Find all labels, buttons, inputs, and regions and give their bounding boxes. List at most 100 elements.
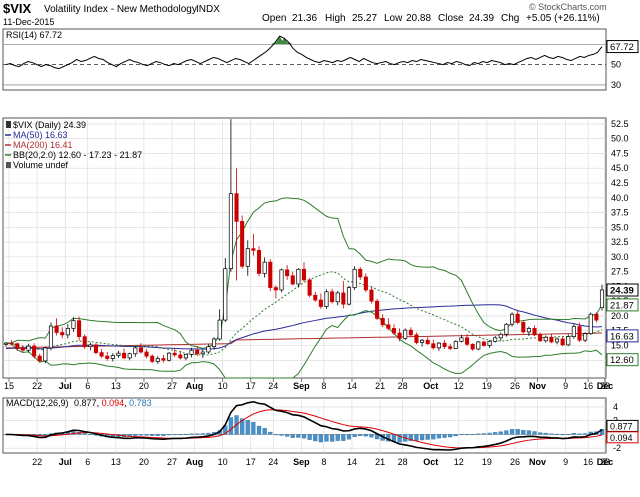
price-tick-label: 27.5 (611, 267, 629, 277)
candle (352, 266, 357, 290)
candle-body (543, 336, 548, 342)
candle-body (273, 287, 278, 291)
candle-body (155, 358, 160, 362)
macd-histogram-bar (268, 431, 273, 435)
ma50-legend: MA(50) 16.63 (13, 130, 68, 140)
x-tick-label: 27 (167, 381, 177, 391)
candle (543, 335, 548, 343)
price-legend: $VIX (Daily) 24.39 MA(50) 16.63 MA(200) … (5, 120, 142, 170)
candle-body (363, 276, 368, 291)
macd-histogram-bar (554, 433, 560, 435)
candle-body (290, 275, 295, 285)
candle (82, 334, 87, 350)
macd-histogram-bar (161, 434, 166, 436)
candle (341, 281, 346, 309)
macd-histogram-bar (577, 433, 582, 435)
macd-histogram-bar (189, 433, 194, 435)
x-tick-label: 22 (32, 381, 42, 391)
macd-x-tick-label: 17 (246, 457, 256, 467)
candle-body (167, 352, 172, 361)
candle-body (583, 333, 588, 341)
candle-body (560, 338, 565, 346)
price-marker: 21.87 (606, 298, 639, 312)
bb-legend: BB(20,2.0) 12.60 - 17.23 - 21.87 (13, 150, 142, 160)
macd-x-tick-label: 22 (32, 457, 42, 467)
macd-histogram-bar (273, 434, 279, 436)
candle (307, 278, 312, 298)
candle (54, 318, 59, 336)
macd-histogram-bar (82, 433, 87, 435)
macd-histogram-bar (296, 434, 301, 438)
candle-body (200, 351, 205, 355)
candle (560, 336, 565, 347)
macd-histogram-bar (150, 434, 155, 436)
x-tick-label: 9 (563, 381, 568, 391)
price-tick-label: 50.0 (611, 134, 629, 144)
candle (425, 337, 430, 345)
candle (178, 350, 183, 360)
macd-histogram-bar (318, 434, 323, 443)
candle (465, 334, 470, 347)
candle-body (122, 352, 127, 359)
macd-legend-histogram: 0.783 (129, 398, 152, 408)
macd-histogram-bar (583, 433, 588, 435)
x-tick-label: 24 (268, 381, 278, 391)
macd-marker-box (606, 431, 639, 444)
macd-histogram-bar (301, 434, 307, 439)
candle-body (369, 289, 374, 302)
candle-body (599, 289, 605, 309)
macd-histogram-bar (526, 430, 532, 435)
x-tick-label: 26 (510, 381, 520, 391)
candle-body (380, 317, 385, 326)
macd-x-tick-label: Nov (529, 457, 546, 467)
x-tick-label: Oct (423, 381, 438, 391)
ma50-line (5, 304, 603, 350)
x-tick-label: 19 (482, 381, 492, 391)
price-marker-label: 16.63 (610, 331, 634, 342)
macd-histogram-bar (279, 434, 284, 436)
candle-body (26, 345, 31, 351)
candle (48, 322, 54, 351)
candle (363, 273, 368, 293)
candle (15, 342, 20, 351)
x-tick-label: 7 (602, 381, 607, 391)
vix-legend: $VIX (Daily) 24.39 (13, 120, 86, 130)
candle (313, 291, 318, 302)
candle (43, 346, 48, 364)
candle (571, 324, 576, 339)
x-tick-label: Aug (186, 381, 204, 391)
macd-x-tick-label: 6 (85, 457, 90, 467)
candle (380, 314, 385, 328)
price-panel: $VIX (Daily) 24.39 MA(50) 16.63 MA(200) … (2, 117, 639, 391)
macd-histogram-bar (560, 434, 565, 436)
x-tick-label: 23 (600, 381, 610, 391)
symbol: $VIX (3, 1, 32, 16)
price-tick-label: 35.0 (611, 222, 629, 232)
rsi-legend: RSI(14) 67.72 (6, 30, 62, 40)
high-label: High (325, 13, 346, 24)
macd-histogram-bar (498, 431, 503, 435)
x-tick-label: 14 (347, 381, 357, 391)
x-tick-label: 6 (85, 381, 90, 391)
macd-histogram-bar (414, 434, 419, 441)
macd-histogram-bar (88, 434, 93, 435)
macd-histogram-bar (166, 434, 172, 436)
macd-x-tick-label: 8 (321, 457, 326, 467)
candle (256, 246, 262, 277)
candle (470, 343, 475, 351)
price-marker-label: 12.60 (610, 355, 634, 366)
candle-body (138, 347, 143, 353)
macd-histogram-bar (200, 433, 205, 435)
macd-histogram-bar (453, 434, 458, 437)
candle-body (212, 338, 217, 348)
candle (99, 349, 104, 358)
candle-body (465, 337, 470, 345)
candle (493, 336, 498, 343)
macd-histogram-bar (240, 418, 245, 435)
candle (408, 327, 413, 337)
rsi-tick-label: 30 (611, 80, 621, 90)
candle-body (335, 292, 340, 303)
macd-legend-macd: 0.877 (74, 398, 97, 408)
candle (20, 345, 25, 352)
candle (588, 312, 593, 335)
